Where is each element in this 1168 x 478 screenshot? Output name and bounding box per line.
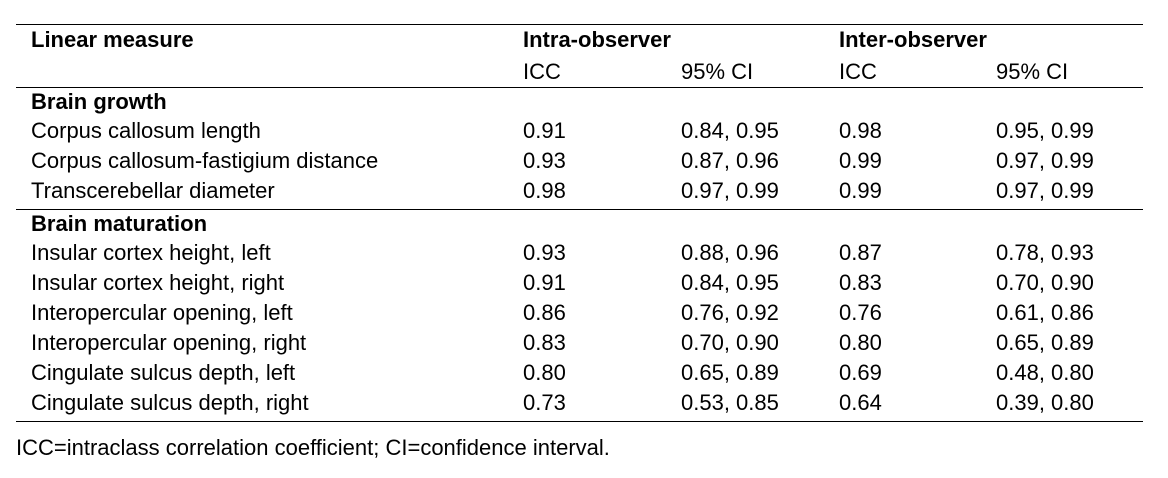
header-linear-measure: Linear measure	[31, 27, 194, 52]
intra-icc-cell: 0.91	[523, 118, 566, 143]
inter-ci-cell: 0.48, 0.80	[996, 360, 1094, 385]
inter-ci-cell: 0.97, 0.99	[996, 148, 1094, 173]
section-title: Brain growth	[31, 89, 167, 114]
inter-icc-cell: 0.83	[839, 270, 882, 295]
measure-cell: Cingulate sulcus depth, left	[31, 360, 296, 385]
intra-icc-cell: 0.83	[523, 330, 566, 355]
table-footnote: ICC=intraclass correlation coefficient; …	[16, 435, 610, 460]
inter-icc-cell: 0.69	[839, 360, 882, 385]
header-blank	[16, 61, 523, 88]
intra-icc-cell: 0.73	[523, 390, 566, 415]
intra-ci-cell: 0.87, 0.96	[681, 148, 779, 173]
measure-cell: Interopercular opening, right	[31, 330, 307, 355]
intra-icc-cell: 0.98	[523, 178, 566, 203]
intra-ci-cell: 0.53, 0.85	[681, 390, 779, 415]
measure-cell: Insular cortex height, left	[31, 240, 271, 265]
header-inter-icc: ICC	[839, 59, 877, 84]
inter-ci-cell: 0.70, 0.90	[996, 270, 1094, 295]
inter-icc-cell: 0.64	[839, 390, 882, 415]
inter-icc-cell: 0.99	[839, 178, 882, 203]
intra-icc-cell: 0.91	[523, 270, 566, 295]
intra-icc-cell: 0.93	[523, 240, 566, 265]
measure-cell: Corpus callosum length	[31, 118, 261, 143]
table-row: Interopercular opening, left 0.86 0.76, 0.…	[16, 301, 1143, 331]
inter-ci-cell: 0.65, 0.89	[996, 330, 1094, 355]
intra-ci-cell: 0.97, 0.99	[681, 178, 779, 203]
intra-icc-cell: 0.80	[523, 360, 566, 385]
measure-cell: Insular cortex height, right	[31, 270, 285, 295]
inter-icc-cell: 0.80	[839, 330, 882, 355]
inter-icc-cell: 0.98	[839, 118, 882, 143]
inter-icc-cell: 0.87	[839, 240, 882, 265]
table-row: Corpus callosum length 0.91 0.84, 0.95 0.98…	[16, 119, 1143, 149]
reliability-table: Linear measure Intra-observer Inter-obse…	[16, 25, 1143, 422]
table-row: Interopercular opening, right 0.83 0.70, 0…	[16, 331, 1143, 361]
table-row: Corpus callosum-fastigium distance 0.93 0.…	[16, 149, 1143, 179]
intra-ci-cell: 0.84, 0.95	[681, 118, 779, 143]
reliability-table-container: Linear measure Intra-observer Inter-obse…	[16, 24, 1143, 422]
inter-ci-cell: 0.97, 0.99	[996, 178, 1094, 203]
intra-ci-cell: 0.76, 0.92	[681, 300, 779, 325]
measure-cell: Corpus callosum-fastigium distance	[31, 148, 379, 173]
inter-icc-cell: 0.99	[839, 148, 882, 173]
table-row: Cingulate sulcus depth, right 0.73 0.53, 0…	[16, 391, 1143, 422]
inter-ci-cell: 0.39, 0.80	[996, 390, 1094, 415]
table-row: Cingulate sulcus depth, left 0.80 0.65, 0.…	[16, 361, 1143, 391]
header-intra-icc: ICC	[523, 59, 561, 84]
header-row-group: Linear measure Intra-observer Inter-obse…	[16, 25, 1143, 61]
header-inter-observer: Inter-observer	[839, 27, 987, 52]
section-row: Brain growth	[16, 88, 1143, 120]
section-row: Brain maturation	[16, 210, 1143, 242]
intra-ci-cell: 0.84, 0.95	[681, 270, 779, 295]
table-row: Transcerebellar diameter 0.98 0.97, 0.99 0.…	[16, 179, 1143, 210]
intra-ci-cell: 0.88, 0.96	[681, 240, 779, 265]
table-row: Insular cortex height, right 0.91 0.84, 0.…	[16, 271, 1143, 301]
inter-ci-cell: 0.78, 0.93	[996, 240, 1094, 265]
header-row-sub: ICC 95% CI ICC 95% CI	[16, 61, 1143, 88]
inter-ci-cell: 0.61, 0.86	[996, 300, 1094, 325]
measure-cell: Transcerebellar diameter	[31, 178, 275, 203]
intra-ci-cell: 0.65, 0.89	[681, 360, 779, 385]
inter-ci-cell: 0.95, 0.99	[996, 118, 1094, 143]
inter-icc-cell: 0.76	[839, 300, 882, 325]
measure-cell: Interopercular opening, left	[31, 300, 293, 325]
header-intra-ci: 95% CI	[681, 59, 754, 84]
intra-ci-cell: 0.70, 0.90	[681, 330, 779, 355]
intra-icc-cell: 0.93	[523, 148, 566, 173]
measure-cell: Cingulate sulcus depth, right	[31, 390, 309, 415]
table-row: Insular cortex height, left 0.93 0.88, 0.9…	[16, 241, 1143, 271]
header-intra-observer: Intra-observer	[523, 27, 671, 52]
header-inter-ci: 95% CI	[996, 59, 1069, 84]
section-title: Brain maturation	[31, 211, 208, 236]
intra-icc-cell: 0.86	[523, 300, 566, 325]
